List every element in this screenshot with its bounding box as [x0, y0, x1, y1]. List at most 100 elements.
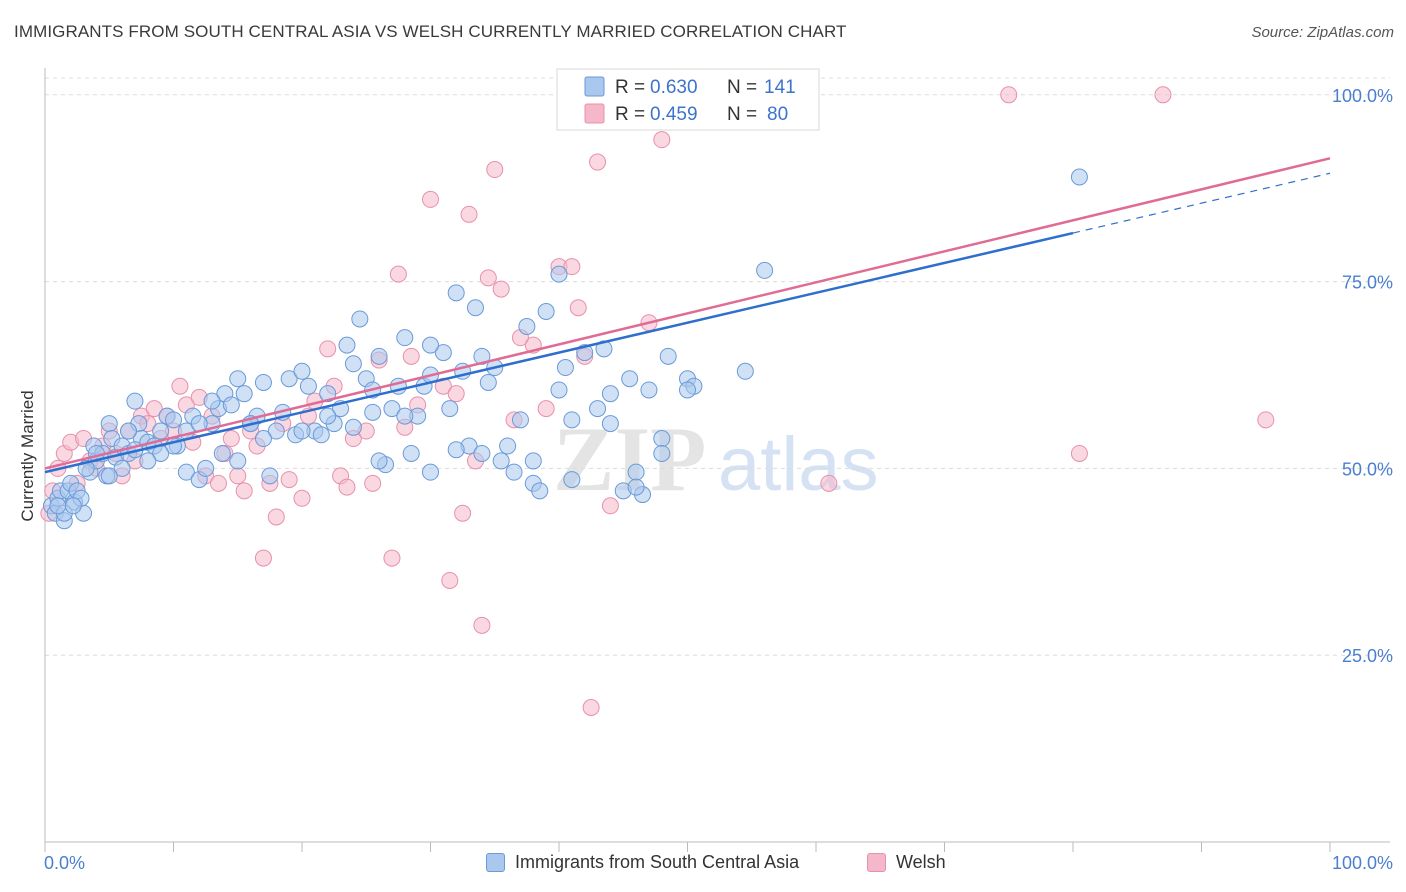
data-point	[370, 452, 388, 470]
data-point	[505, 463, 523, 481]
data-point	[389, 265, 407, 283]
data-point	[299, 377, 317, 395]
data-point	[479, 373, 497, 391]
data-point	[254, 549, 272, 567]
legend-r-label-blue: R =	[615, 77, 650, 98]
data-point	[319, 407, 337, 425]
data-point	[312, 426, 330, 444]
data-point	[64, 497, 82, 515]
axis-layer: 25.0% 50.0% 75.0% 100.0%	[44, 68, 1393, 852]
data-point	[550, 265, 568, 283]
x-tick-label-max: 100.0%	[1332, 853, 1393, 873]
data-point	[601, 497, 619, 515]
data-point	[267, 508, 285, 526]
data-point	[460, 205, 478, 223]
legend-top: R = 0.630 N = 141 R = 0.459 N = 80	[556, 68, 820, 131]
data-point	[466, 299, 484, 317]
data-point	[293, 489, 311, 507]
legend-n-value-pink: 80	[767, 104, 788, 125]
data-point	[434, 344, 452, 362]
data-point	[653, 430, 671, 448]
data-point	[344, 355, 362, 373]
y-tick-label: 25.0%	[1342, 646, 1393, 666]
y-tick-label: 50.0%	[1342, 459, 1393, 479]
data-point	[254, 373, 272, 391]
data-point	[473, 347, 491, 365]
data-point	[653, 444, 671, 462]
data-point	[120, 422, 138, 440]
data-point	[139, 452, 157, 470]
data-point	[364, 474, 382, 492]
grid-layer	[45, 77, 1390, 656]
legend-r-value-blue: 0.630	[650, 77, 698, 98]
data-point	[235, 482, 253, 500]
data-point	[621, 370, 639, 388]
data-point	[486, 161, 504, 179]
data-point	[351, 310, 369, 328]
data-point	[280, 471, 298, 489]
data-point	[229, 370, 247, 388]
data-point	[569, 299, 587, 317]
trend-line-blue-extension	[1072, 172, 1331, 234]
watermark-atlas: atlas	[718, 422, 879, 507]
data-point	[177, 463, 195, 481]
data-point	[222, 396, 240, 414]
data-point	[229, 452, 247, 470]
data-point	[756, 261, 774, 279]
data-point	[145, 400, 163, 418]
data-point	[736, 362, 754, 380]
data-point	[499, 437, 517, 455]
data-point	[364, 403, 382, 421]
data-point	[454, 504, 472, 522]
data-point	[383, 549, 401, 567]
legend-bottom-pink: Welsh	[867, 852, 946, 873]
data-point	[402, 347, 420, 365]
data-point	[422, 336, 439, 354]
data-point	[601, 385, 619, 403]
data-point	[1070, 168, 1088, 186]
data-point	[235, 385, 253, 403]
data-point	[447, 385, 465, 403]
x-tick-label-min: 0.0%	[44, 853, 85, 873]
data-point	[344, 418, 362, 436]
data-point	[492, 280, 510, 298]
chart-source: Source: ZipAtlas.com	[1251, 24, 1394, 41]
legend-swatch-pink	[584, 103, 605, 124]
data-point	[556, 359, 574, 377]
legend-r-value-pink: 0.459	[650, 104, 698, 125]
data-point	[402, 444, 420, 462]
south-central-asia-points	[42, 168, 1088, 530]
data-point	[447, 441, 465, 459]
legend-bottom-label-blue: Immigrants from South Central Asia	[515, 852, 800, 872]
data-point	[601, 415, 619, 433]
data-point	[441, 571, 459, 589]
data-point	[537, 400, 555, 418]
legend-bottom-swatch-pink	[867, 853, 886, 872]
data-point	[447, 284, 465, 302]
data-point	[222, 430, 240, 448]
data-point	[197, 459, 215, 477]
data-point	[820, 474, 838, 492]
legend-n-label-blue: N =	[727, 77, 762, 98]
legend-bottom-label-pink: Welsh	[896, 852, 946, 872]
data-point	[511, 411, 529, 429]
trend-line-pink	[44, 157, 1331, 470]
data-point	[213, 444, 231, 462]
data-point	[582, 699, 600, 717]
data-point	[319, 385, 337, 403]
data-point	[1000, 86, 1018, 104]
data-point	[209, 474, 227, 492]
trend-line-blue	[44, 231, 1074, 474]
data-point	[422, 190, 439, 208]
data-point	[338, 336, 356, 354]
data-point	[113, 459, 131, 477]
data-point	[653, 131, 671, 149]
data-point	[229, 467, 247, 485]
data-point	[254, 430, 272, 448]
data-point	[396, 407, 414, 425]
data-point	[679, 381, 696, 399]
data-point	[589, 400, 607, 418]
data-point	[537, 302, 555, 320]
data-point	[524, 452, 542, 470]
